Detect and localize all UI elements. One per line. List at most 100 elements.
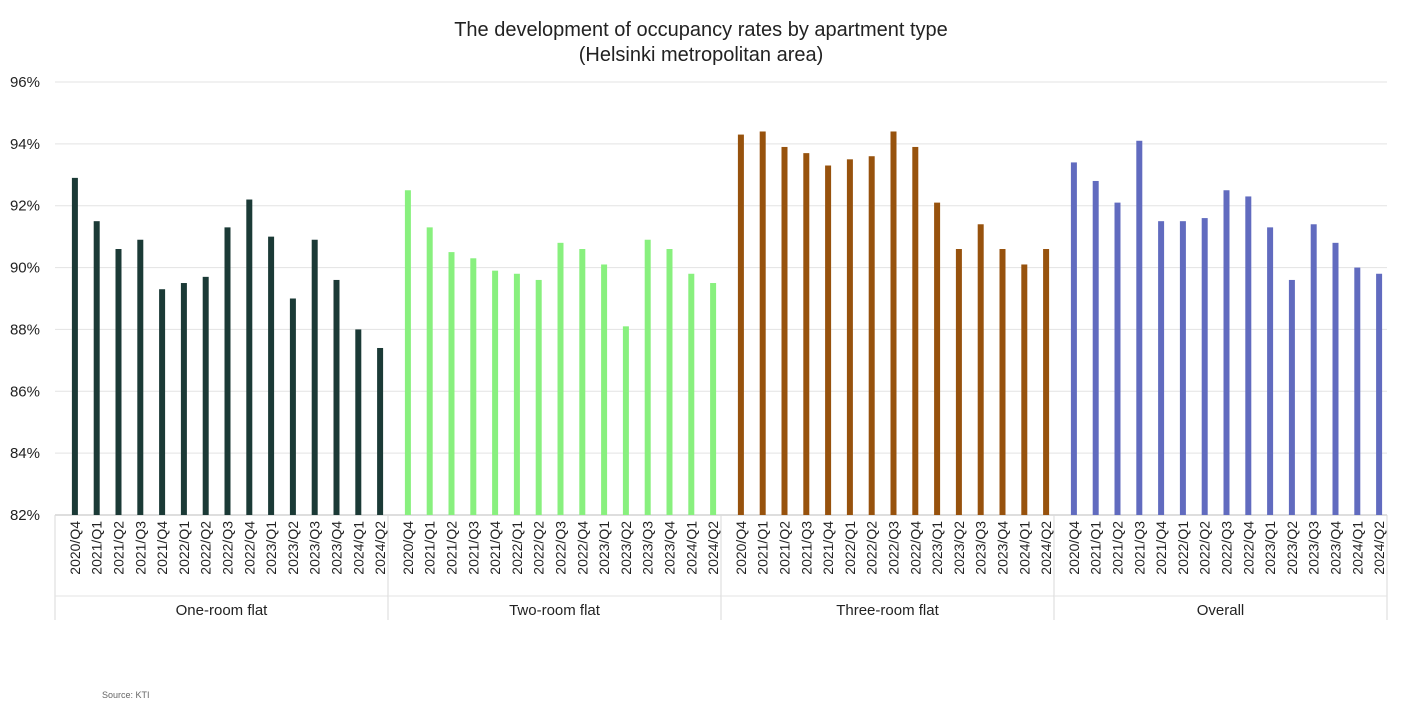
bar [934,202,941,515]
x-tick-label: 2023/Q3 [640,521,656,575]
group-label: Two-room flat [509,602,601,619]
bar [492,270,499,515]
x-tick-label: 2022/Q4 [1240,521,1256,575]
group-label: One-room flat [176,602,269,619]
source-note: Source: KTI [102,690,150,700]
x-tick-label: 2024/Q1 [1349,521,1365,575]
bar [180,283,187,515]
bar [1267,227,1274,515]
group-label: Overall [1197,602,1245,619]
x-tick-label: 2022/Q4 [907,521,923,575]
x-tick-label: 2022/Q1 [842,521,858,575]
x-tick-label: 2021/Q4 [154,521,170,575]
x-tick-label: 2020/Q4 [400,521,416,575]
bar [1179,221,1186,515]
x-tick-label: 2021/Q3 [465,521,481,575]
chart-subtitle: (Helsinki metropolitan area) [578,44,824,66]
x-tick-label: 2021/Q2 [444,521,460,575]
chart-title: The development of occupancy rates by ap… [454,19,948,41]
bar [470,258,477,515]
bar [246,199,253,515]
x-tick-label: 2022/Q1 [176,521,192,575]
x-tick-label: 2022/Q3 [553,521,569,575]
bar [268,236,275,515]
x-tick-label: 2021/Q3 [132,521,148,575]
x-tick-label: 2021/Q2 [777,521,793,575]
bar [1136,140,1143,515]
bar [1201,218,1208,516]
y-tick-label: 86% [10,383,40,400]
bar [404,190,411,515]
x-tick-label: 2024/Q2 [372,521,388,575]
bar [426,227,433,515]
bar [1043,249,1050,515]
x-tick-label: 2021/Q4 [1153,521,1169,575]
x-tick-label: 2024/Q1 [1016,521,1032,575]
bar [71,177,78,515]
bar [710,283,717,515]
bar [666,249,673,515]
group-label: Three-room flat [836,602,939,619]
bar [224,227,231,515]
y-tick-label: 88% [10,321,40,338]
bar [1332,242,1339,516]
bar [311,239,318,515]
x-tick-label: 2023/Q1 [596,521,612,575]
bar [825,165,832,515]
bar [1245,196,1252,515]
x-tick-label: 2022/Q1 [509,521,525,575]
x-tick-label: 2021/Q2 [1110,521,1126,575]
bar [622,326,629,515]
x-tick-label: 2022/Q2 [531,521,547,575]
bar [333,279,340,515]
x-tick-label: 2020/Q4 [1066,521,1082,575]
x-tick-label: 2022/Q4 [241,521,257,575]
x-tick-label: 2021/Q1 [89,521,105,575]
x-tick-label: 2021/Q1 [422,521,438,575]
x-tick-label: 2023/Q1 [263,521,279,575]
y-tick-label: 96% [10,74,40,91]
x-tick-label: 2021/Q3 [1131,521,1147,575]
y-tick-label: 84% [10,445,40,462]
x-tick-label: 2023/Q1 [1262,521,1278,575]
bar [137,239,144,515]
x-tick-label: 2021/Q4 [487,521,503,575]
bar [1070,162,1077,515]
x-tick-label: 2020/Q4 [733,521,749,575]
x-tick-label: 2021/Q3 [798,521,814,575]
x-tick-label: 2023/Q3 [307,521,323,575]
x-tick-label: 2022/Q2 [1197,521,1213,575]
bar [999,249,1006,515]
bar [1223,190,1230,515]
x-tick-label: 2023/Q2 [1284,521,1300,575]
bar [1114,202,1121,515]
y-tick-label: 94% [10,136,40,153]
x-tick-label: 2022/Q1 [1175,521,1191,575]
x-tick-label: 2024/Q2 [705,521,721,575]
x-tick-label: 2021/Q1 [755,521,771,575]
bar [1158,221,1165,515]
y-tick-label: 90% [10,260,40,277]
bar [890,131,897,515]
bar [202,276,209,515]
x-tick-label: 2023/Q4 [329,521,345,575]
x-tick-label: 2023/Q2 [951,521,967,575]
x-tick-label: 2024/Q1 [350,521,366,575]
bar [759,131,766,515]
x-tick-label: 2022/Q2 [198,521,214,575]
bar [535,279,542,515]
x-tick-label: 2023/Q4 [995,521,1011,575]
bar [846,159,853,516]
x-tick-label: 2024/Q1 [683,521,699,575]
bar [977,224,984,515]
bar [159,289,166,515]
x-tick-label: 2021/Q1 [1088,521,1104,575]
bar [644,239,651,515]
x-tick-label: 2021/Q4 [820,521,836,575]
bar [1288,279,1295,515]
bar [377,347,384,515]
bar [355,329,362,515]
bar [955,249,962,515]
x-tick-label: 2023/Q4 [662,521,678,575]
